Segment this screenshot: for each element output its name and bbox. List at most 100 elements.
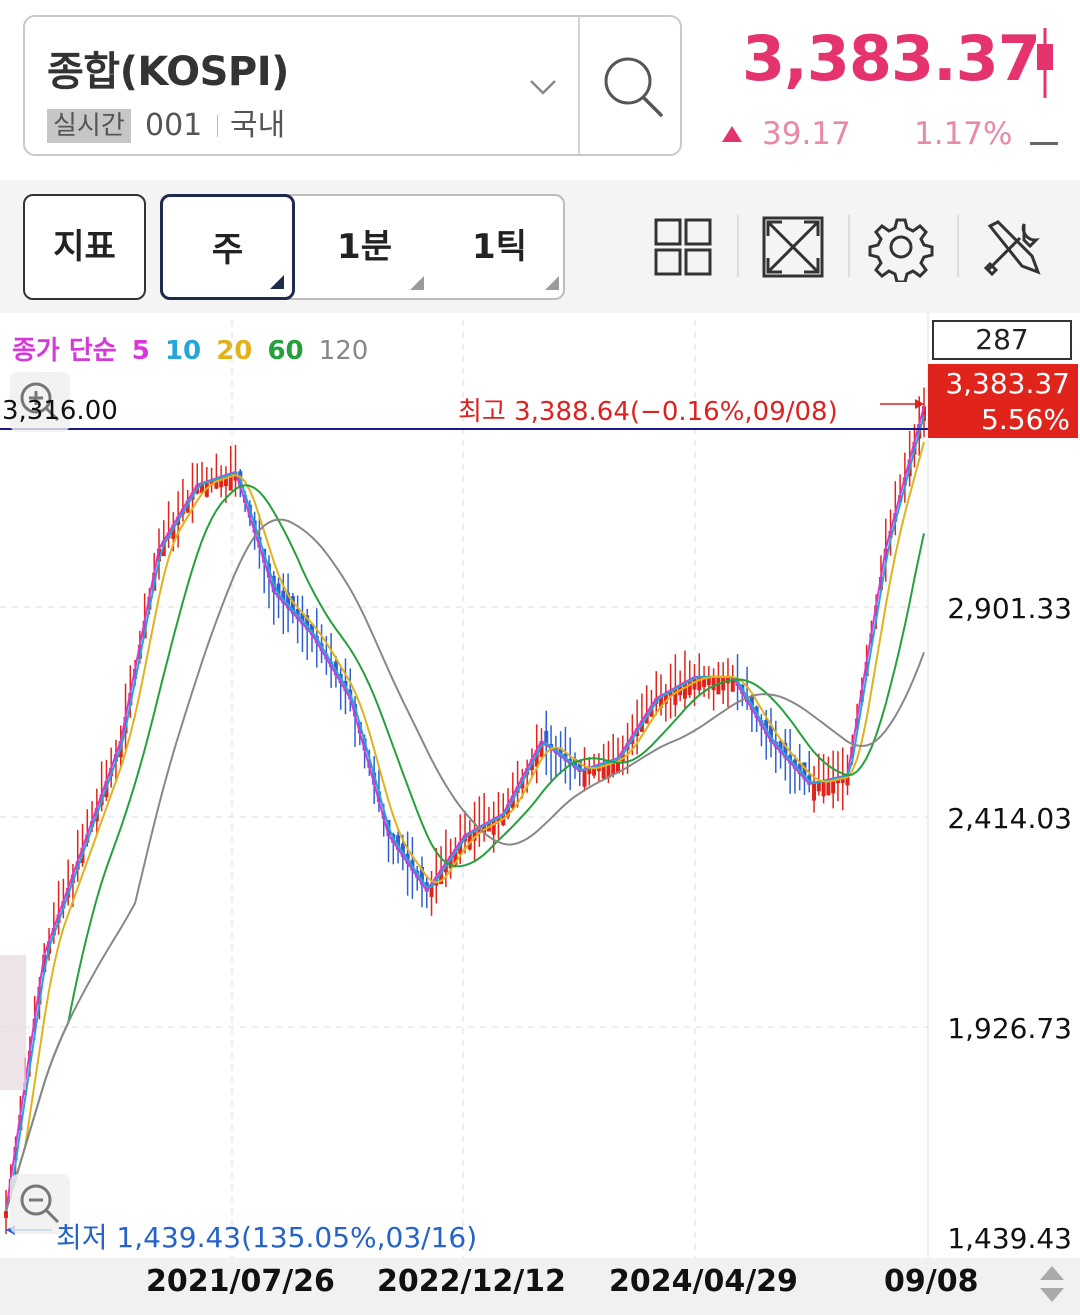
x-axis-bar xyxy=(0,1258,1080,1315)
candle-body xyxy=(376,791,381,802)
candle-body xyxy=(769,725,773,743)
y-tick-label: 1,926.73 xyxy=(947,1012,1072,1045)
dash-icon xyxy=(1030,142,1058,145)
candle-body xyxy=(577,760,582,772)
high-price-label: 최고 3,388.64(−0.16%,09/08) xyxy=(458,397,838,427)
candle-body xyxy=(826,779,831,796)
scroll-arrows-icon[interactable] xyxy=(1038,1264,1066,1304)
candle-body xyxy=(821,780,826,797)
candle-body xyxy=(171,524,176,539)
tools-icon[interactable] xyxy=(978,212,1048,282)
candle-body xyxy=(616,758,620,774)
divider xyxy=(578,17,580,154)
chart-grid xyxy=(0,313,929,1258)
period-week-button[interactable]: 주 xyxy=(160,194,295,300)
candle-icon xyxy=(1037,28,1053,98)
indicator-button[interactable]: 지표 xyxy=(23,194,146,300)
zoom-in-icon[interactable] xyxy=(8,370,72,434)
candle-body xyxy=(711,676,716,691)
divider xyxy=(737,215,739,277)
candle-body xyxy=(305,615,310,630)
candle-body xyxy=(663,692,668,704)
candle-series xyxy=(4,387,926,1235)
moving-average-lines xyxy=(5,406,925,1212)
candle-body xyxy=(42,954,47,973)
layout-grid-icon[interactable] xyxy=(648,212,718,282)
candle-body xyxy=(611,759,616,775)
candle-body xyxy=(534,750,539,767)
candle-body xyxy=(592,766,597,776)
candle-body xyxy=(453,848,458,865)
ma-legend[interactable]: 종가 단순 5 10 20 60 120 xyxy=(12,330,374,367)
y-tick-label: 2,901.33 xyxy=(947,592,1072,625)
candle-body xyxy=(219,476,224,488)
candle-body xyxy=(601,762,606,779)
candle-body xyxy=(620,750,625,762)
candle-body xyxy=(783,742,788,759)
candle-body xyxy=(209,479,214,486)
candle-body xyxy=(458,841,463,855)
corner-triangle-icon xyxy=(545,276,559,290)
candle-body xyxy=(539,741,544,758)
y-tick-label: 2,414.03 xyxy=(947,802,1072,835)
period-1tick-label: 1틱 xyxy=(472,227,527,267)
stock-name: 종합(KOSPI) xyxy=(47,49,289,95)
ma-10-label: 10 xyxy=(164,336,202,366)
ma-10-line xyxy=(5,414,925,1212)
candle-body xyxy=(893,513,898,522)
candle-body xyxy=(572,758,577,769)
ma-5-line xyxy=(5,406,925,1212)
low-price-label: 최저 1,439.43(135.05%,03/16) xyxy=(56,1221,478,1254)
x-tick-label: 2022/12/12 xyxy=(377,1264,566,1299)
candle-body xyxy=(4,1211,8,1218)
candle-body xyxy=(276,583,281,598)
candle-body xyxy=(161,540,166,557)
candle-body xyxy=(716,676,721,695)
price-change-percent: 1.17% xyxy=(914,116,1013,152)
candle-body xyxy=(668,690,673,697)
candle-body xyxy=(472,829,477,841)
stock-search-box[interactable]: 종합(KOSPI) 실시간 001 국내 xyxy=(23,15,682,156)
search-icon[interactable] xyxy=(595,47,675,127)
candle-body xyxy=(587,767,592,775)
candle-body xyxy=(721,676,726,691)
candle-body xyxy=(878,577,883,591)
candle-body xyxy=(200,483,205,493)
candle-body xyxy=(137,644,142,659)
candle-body xyxy=(778,740,783,753)
settings-gear-icon[interactable] xyxy=(866,212,936,282)
candle-body xyxy=(697,676,702,691)
period-1min-button[interactable]: 1분 xyxy=(297,196,432,298)
fullscreen-icon[interactable] xyxy=(758,212,828,282)
candle-body xyxy=(606,761,611,779)
candle-body xyxy=(290,596,295,614)
candle-body xyxy=(812,782,817,801)
candle-body xyxy=(228,473,233,491)
current-percent-label: 5.56% xyxy=(981,403,1070,436)
candle-body xyxy=(477,827,482,834)
candle-body xyxy=(448,855,453,869)
candle-body xyxy=(673,687,678,705)
candle-body xyxy=(659,695,664,708)
price-chart[interactable] xyxy=(0,313,1080,1315)
zoom-out-icon[interactable] xyxy=(8,1172,72,1236)
candle-body xyxy=(496,816,501,823)
up-triangle-icon xyxy=(722,126,742,142)
x-tick-label: 2021/07/26 xyxy=(146,1264,335,1299)
ma-5-label: 5 xyxy=(131,336,150,366)
chevron-down-icon[interactable] xyxy=(523,67,563,107)
realtime-badge: 실시간 xyxy=(47,109,131,143)
ma-60-label: 60 xyxy=(267,336,304,366)
candle-body xyxy=(831,778,836,794)
period-week-label: 주 xyxy=(211,230,244,270)
candle-body xyxy=(37,986,42,1005)
candle-body xyxy=(491,819,496,835)
x-tick-label: 09/08 xyxy=(884,1264,979,1299)
divider xyxy=(957,215,959,277)
candle-body xyxy=(558,747,563,757)
candle-body xyxy=(61,901,66,909)
ma-20-label: 20 xyxy=(216,336,253,366)
candle-body xyxy=(400,843,405,857)
period-1tick-button[interactable]: 1틱 xyxy=(432,196,567,298)
candle-body xyxy=(816,781,821,792)
